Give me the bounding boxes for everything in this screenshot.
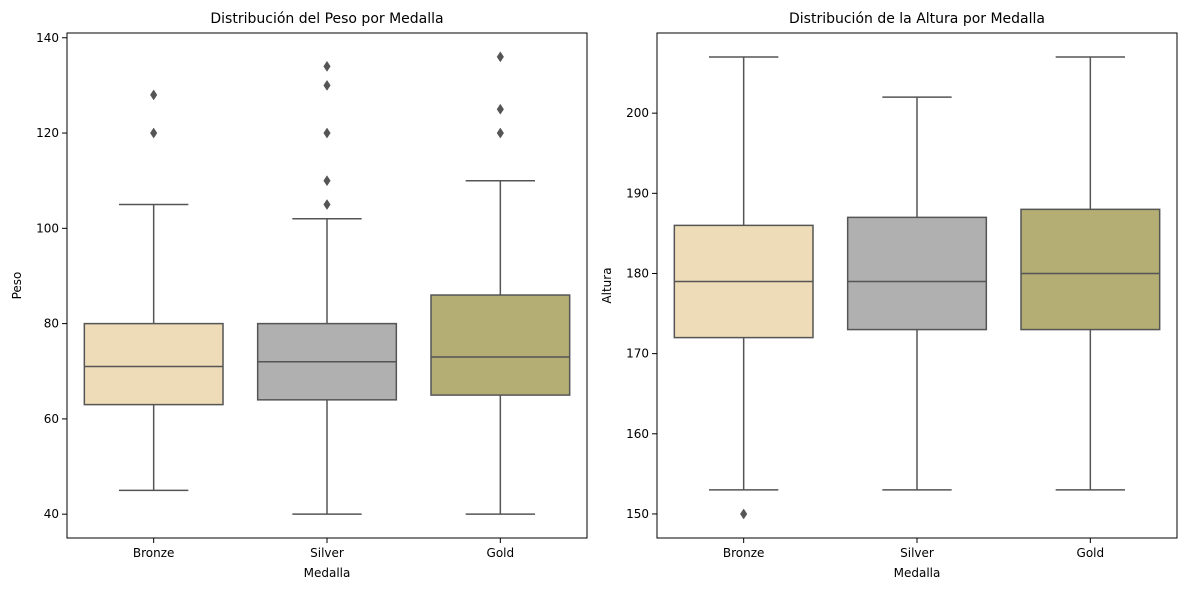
y-axis-label: Altura	[600, 267, 614, 303]
x-axis-label: Medalla	[894, 566, 941, 580]
x-axis-label: Medalla	[304, 566, 351, 580]
outlier-point-bronze-2	[150, 89, 158, 101]
box-silver	[256, 60, 398, 515]
outlier-point-silver-3	[323, 127, 331, 139]
y-tick-label: 120	[36, 126, 59, 140]
box-silver	[846, 96, 988, 491]
outlier-point-bronze-1	[740, 508, 748, 520]
outlier-point-gold-2	[496, 103, 504, 115]
y-tick-label: 60	[44, 412, 59, 426]
chart-panel-2: 150 160 170 180 190 200 Bronze Silver Gold Distri…	[600, 11, 1178, 580]
outlier-point-silver-4	[323, 79, 331, 91]
outlier-point-silver-2	[323, 175, 331, 187]
y-tick-label: 40	[44, 507, 59, 521]
y-tick-label: 180	[626, 266, 649, 280]
x-tick-label-bronze: Bronze	[723, 546, 765, 560]
y-axis-label: Peso	[10, 272, 24, 300]
iqr-box-gold	[430, 294, 571, 396]
outlier-point-silver-5	[323, 60, 331, 72]
x-tick-label-gold: Gold	[1077, 546, 1105, 560]
y-tick-label: 190	[626, 186, 649, 200]
y-tick-label: 140	[36, 31, 59, 45]
outlier-point-silver-1	[323, 199, 331, 210]
box-bronze	[83, 89, 224, 492]
box-gold	[1020, 56, 1161, 491]
iqr-box-silver	[846, 216, 988, 331]
y-tick-label: 80	[44, 317, 59, 331]
x-tick-label-bronze: Bronze	[133, 546, 175, 560]
iqr-box-bronze	[83, 322, 224, 406]
y-tick-label: 160	[626, 427, 649, 441]
chart-title: Distribución de la Altura por Medalla	[789, 11, 1045, 27]
x-tick-label-gold: Gold	[487, 546, 515, 560]
y-tick-label: 150	[626, 507, 649, 521]
y-tick-label: 200	[626, 106, 649, 120]
y-tick-label: 170	[626, 347, 649, 361]
x-tick-label-silver: Silver	[900, 546, 934, 560]
iqr-box-gold	[1020, 208, 1161, 331]
outlier-point-gold-1	[496, 127, 504, 139]
box-gold	[430, 51, 571, 515]
chart-title: Distribución del Peso por Medalla	[210, 11, 443, 27]
y-tick-label: 100	[36, 221, 59, 235]
chart-panel-1: 40 60 80 100 120 140 Bronze Silver Gold Distribuc…	[10, 11, 588, 580]
outlier-point-bronze-1	[150, 127, 158, 139]
outlier-point-gold-3	[496, 51, 504, 63]
box-bronze	[673, 56, 814, 520]
x-tick-label-silver: Silver	[310, 546, 344, 560]
